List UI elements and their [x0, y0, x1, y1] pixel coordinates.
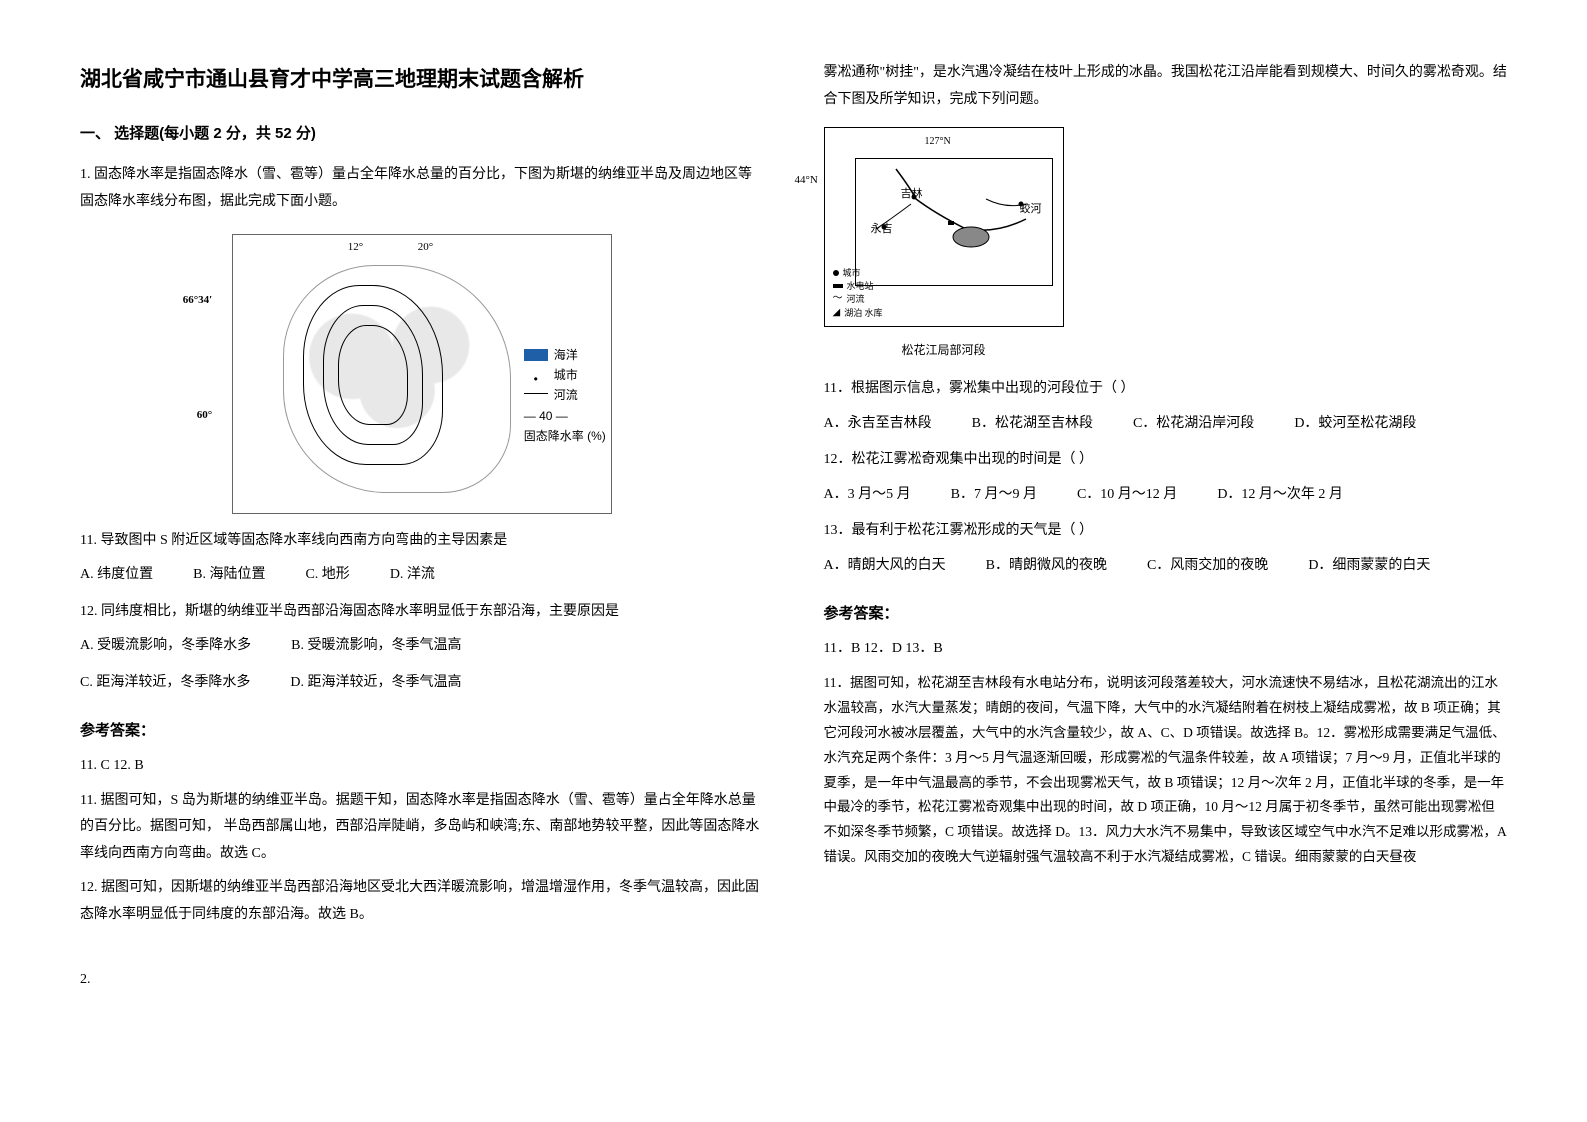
lat-label-1: 66°34′: [183, 290, 213, 311]
fig2-legend: 城市 水电站 〜河流 ◢湖泊 水库: [833, 267, 883, 320]
q1-intro: 1. 固态降水率是指固态降水（雪、雹等）量占全年降水总量的百分比，下图为斯堪的纳…: [80, 162, 764, 215]
q2-13-d: D．细雨蒙蒙的白天: [1308, 553, 1430, 580]
legend-river: 河流: [524, 385, 606, 405]
q12-text: 12. 同纬度相比，斯堪的纳维亚半岛西部沿海固态降水率明显低于东部沿海，主要原因…: [80, 599, 764, 626]
fig2-legend-lake: ◢湖泊 水库: [833, 306, 883, 320]
bar-icon: [833, 284, 843, 288]
q2-13-opts: A．晴朗大风的白天 B．晴朗微风的夜晚 C．风雨交加的夜晚 D．细雨蒙蒙的白天: [824, 553, 1508, 580]
q2-11-b: B．松花湖至吉林段: [972, 411, 1093, 438]
ocean-swatch: [524, 349, 548, 361]
q2-label: 2.: [80, 967, 764, 994]
legend-river-label: 河流: [554, 385, 578, 405]
legend-city-label: 城市: [554, 365, 578, 385]
q11-opt-d: D. 洋流: [390, 562, 435, 589]
legend-ocean: 海洋: [524, 345, 606, 365]
doc-title: 湖北省咸宁市通山县育才中学高三地理期末试题含解析: [80, 60, 764, 100]
fig2-legend-dam-label: 水电站: [847, 280, 874, 293]
answer1-exp11: 11. 据图可知，S 岛为斯堪的纳维亚半岛。据题干知，固态降水率是指固态降水（雪…: [80, 788, 764, 868]
q2-11-d: D．蛟河至松花湖段: [1294, 411, 1416, 438]
q2-12-d: D．12 月～次年 2 月: [1217, 482, 1343, 509]
q12-options-row1: A. 受暖流影响，冬季降水多 B. 受暖流影响，冬季气温高: [80, 633, 764, 660]
q2-13-b: B．晴朗微风的夜晚: [986, 553, 1107, 580]
q2-13-c: C．风雨交加的夜晚: [1147, 553, 1268, 580]
legend-contour-label: — 40 —: [524, 406, 568, 426]
q12-opt-a: A. 受暖流影响，冬季降水多: [80, 633, 251, 660]
fig2-inner-frame: 吉林 永吉 蛟河 花: [855, 158, 1053, 286]
legend-ocean-label: 海洋: [554, 345, 578, 365]
answer2-body: 11．据图可知，松花湖至吉林段有水电站分布，说明该河段落差较大，河水流速快不易结…: [824, 671, 1508, 871]
fig2-legend-dam: 水电站: [833, 280, 883, 293]
lon-label-2: 20°: [418, 237, 433, 258]
city-swatch: •: [524, 369, 548, 381]
q12-opt-c: C. 距海洋较近，冬季降水多: [80, 670, 250, 697]
q2-11: 11．根据图示信息，雾凇集中出现的河段位于（ ）: [824, 376, 1508, 403]
lat-label-2: 60°: [197, 405, 212, 426]
legend-contour-name: 固态降水率 (%): [524, 426, 606, 446]
q2-12: 12．松花江雾凇奇观集中出现的时间是（ ）: [824, 447, 1508, 474]
answer1-exp12: 12. 据图可知，因斯堪的纳维亚半岛西部沿海地区受北大西洋暖流影响，增温增湿作用…: [80, 875, 764, 928]
q2-12-a: A．3 月～5 月: [824, 482, 911, 509]
q11-opt-c: C. 地形: [305, 562, 349, 589]
q2-11-c: C．松花湖沿岸河段: [1133, 411, 1254, 438]
q12-opt-d: D. 距海洋较近，冬季气温高: [290, 670, 461, 697]
answer2-line: 11．B 12．D 13．B: [824, 636, 1508, 663]
q2-12-opts: A．3 月～5 月 B．7 月～9 月 C．10 月～12 月 D．12 月～次…: [824, 482, 1508, 509]
legend-contour-name-label: 固态降水率 (%): [524, 426, 606, 446]
left-column: 湖北省咸宁市通山县育才中学高三地理期末试题含解析 一、 选择题(每小题 2 分，…: [80, 60, 764, 1062]
q11-options: A. 纬度位置 B. 海陆位置 C. 地形 D. 洋流: [80, 562, 764, 589]
answer1-line: 11. C 12. B: [80, 753, 764, 780]
q2-11-a: A．永吉至吉林段: [824, 411, 932, 438]
wave-icon: 〜: [833, 292, 843, 306]
fig2-rivers: [856, 159, 1052, 285]
q2-13: 13．最有利于松花江雾凇形成的天气是（ ）: [824, 518, 1508, 545]
q2-intro: 雾凇通称"树挂"，是水汽遇冷凝结在枝叶上形成的冰晶。我国松花江沿岸能看到规模大、…: [824, 60, 1508, 113]
q12-options-row2: C. 距海洋较近，冬季降水多 D. 距海洋较近，冬季气温高: [80, 670, 764, 697]
q2-11-opts: A．永吉至吉林段 B．松花湖至吉林段 C．松花湖沿岸河段 D．蛟河至松花湖段: [824, 411, 1508, 438]
q2-13-a: A．晴朗大风的白天: [824, 553, 946, 580]
fig2-caption: 松花江局部河段: [824, 339, 1064, 362]
q12-opt-b: B. 受暖流影响，冬季气温高: [291, 633, 461, 660]
q11-opt-b: B. 海陆位置: [193, 562, 265, 589]
lon-label-1: 12°: [348, 237, 363, 258]
fig2-lon: 127°N: [925, 132, 951, 151]
figure-2: 127°N 44°N 吉林 永吉 蛟河 花 城市 水电站 〜河流 ◢湖泊 水库: [824, 127, 1064, 327]
q2-12-b: B．7 月～9 月: [951, 482, 1037, 509]
contour-3: [338, 325, 408, 425]
dot-icon: [833, 270, 839, 276]
fig2-legend-city: 城市: [833, 267, 883, 280]
q2-12-c: C．10 月～12 月: [1077, 482, 1177, 509]
river-swatch: [524, 393, 548, 405]
lake-icon: ◢: [833, 306, 841, 320]
legend-city: • 城市: [524, 365, 606, 385]
fig2-lat: 44°N: [795, 170, 818, 191]
answer1-header: 参考答案：: [80, 717, 764, 746]
q11-opt-a: A. 纬度位置: [80, 562, 153, 589]
map-figure: 12° 20° 66°34′ 60° 海洋 •城市 河流 — 40 — 固态降水…: [232, 234, 612, 514]
fig2-legend-river-label: 河流: [847, 293, 865, 306]
section-header: 一、 选择题(每小题 2 分，共 52 分): [80, 120, 764, 149]
answer2-header: 参考答案：: [824, 600, 1508, 629]
fig2-legend-lake-label: 湖泊 水库: [844, 307, 882, 320]
q11-text: 11. 导致图中 S 附近区域等固态降水率线向西南方向弯曲的主导因素是: [80, 528, 764, 555]
right-column: 雾凇通称"树挂"，是水汽遇冷凝结在枝叶上形成的冰晶。我国松花江沿岸能看到规模大、…: [824, 60, 1508, 1062]
fig2-legend-city-label: 城市: [843, 267, 861, 280]
fig2-legend-river: 〜河流: [833, 292, 883, 306]
map-legend: 海洋 • 城市 河流 — 40 — 固态降水率 (%): [524, 345, 606, 447]
legend-contour: — 40 —: [524, 406, 606, 426]
